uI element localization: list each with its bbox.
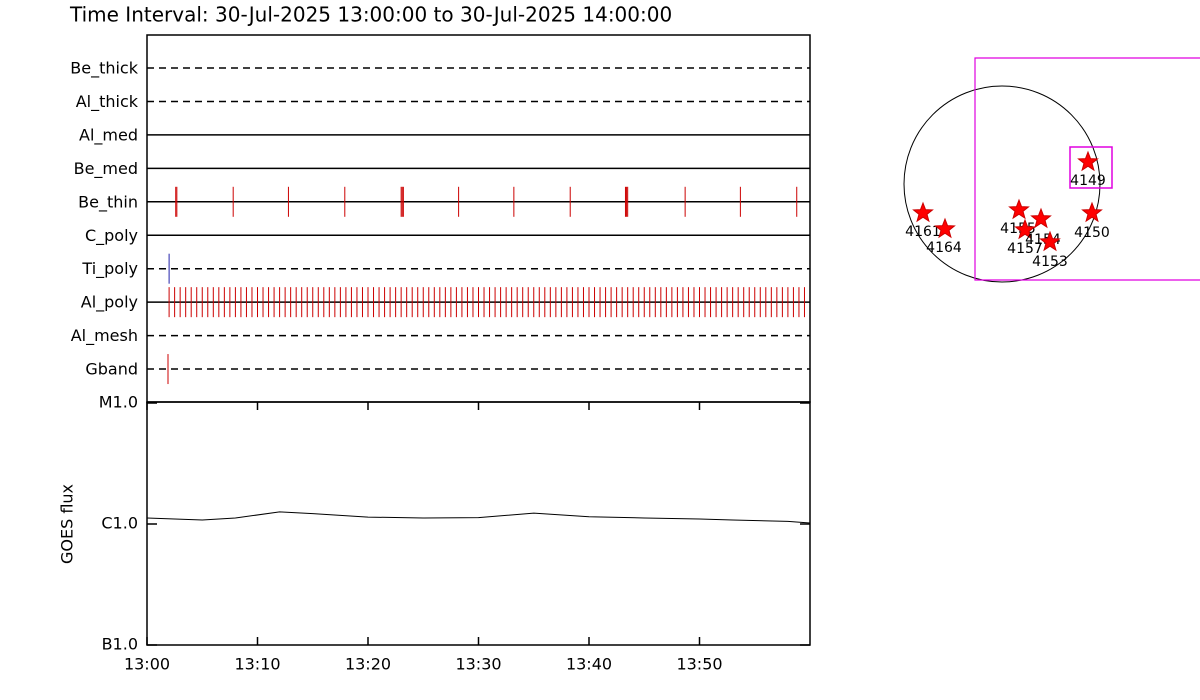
region-label: 4149: [1070, 173, 1106, 189]
x-tick-label: 13:00: [124, 655, 170, 674]
row-label: Al_mesh: [71, 326, 138, 346]
row-label: Al_med: [79, 125, 138, 145]
fov-box: [974, 57, 1200, 281]
fov-box-small: [1069, 146, 1113, 189]
row-label: Be_thin: [78, 192, 138, 212]
region-star: [934, 217, 956, 239]
row-label: Be_med: [74, 159, 138, 179]
region-star: [1030, 207, 1052, 229]
x-tick-label: 13:40: [566, 655, 612, 674]
y-tick-label: B1.0: [102, 635, 138, 654]
row-label: Al_thick: [76, 92, 139, 112]
row-label: Al_poly: [81, 293, 138, 313]
row-label: Be_thick: [70, 59, 138, 79]
region-label: 4164: [926, 240, 962, 256]
solar-disk: [903, 85, 1101, 283]
region-label: 4153: [1032, 254, 1068, 270]
chart-title: Time Interval: 30-Jul-2025 13:00:00 to 3…: [69, 3, 672, 27]
row-label: Gband: [85, 360, 138, 379]
y-tick-label: C1.0: [101, 514, 138, 533]
x-tick-label: 13:20: [345, 655, 391, 674]
region-star: [912, 201, 934, 223]
region-star: [1039, 230, 1061, 252]
row-label: Ti_poly: [81, 259, 138, 279]
x-tick-label: 13:50: [676, 655, 722, 674]
region-star: [1081, 201, 1103, 223]
y-tick-label: M1.0: [99, 393, 138, 412]
region-star: [1008, 198, 1030, 220]
x-tick-label: 13:10: [234, 655, 280, 674]
region-label: 4161: [905, 224, 941, 240]
x-tick-label: 13:30: [455, 655, 501, 674]
y-axis-label: GOES flux: [58, 484, 77, 564]
region-star: [1077, 150, 1099, 172]
region-label: 4157: [1007, 241, 1043, 257]
row-label: C_poly: [85, 226, 138, 246]
region-label: 4150: [1074, 225, 1110, 241]
region-star: [1014, 218, 1036, 240]
goes-curve: [146, 511, 811, 524]
